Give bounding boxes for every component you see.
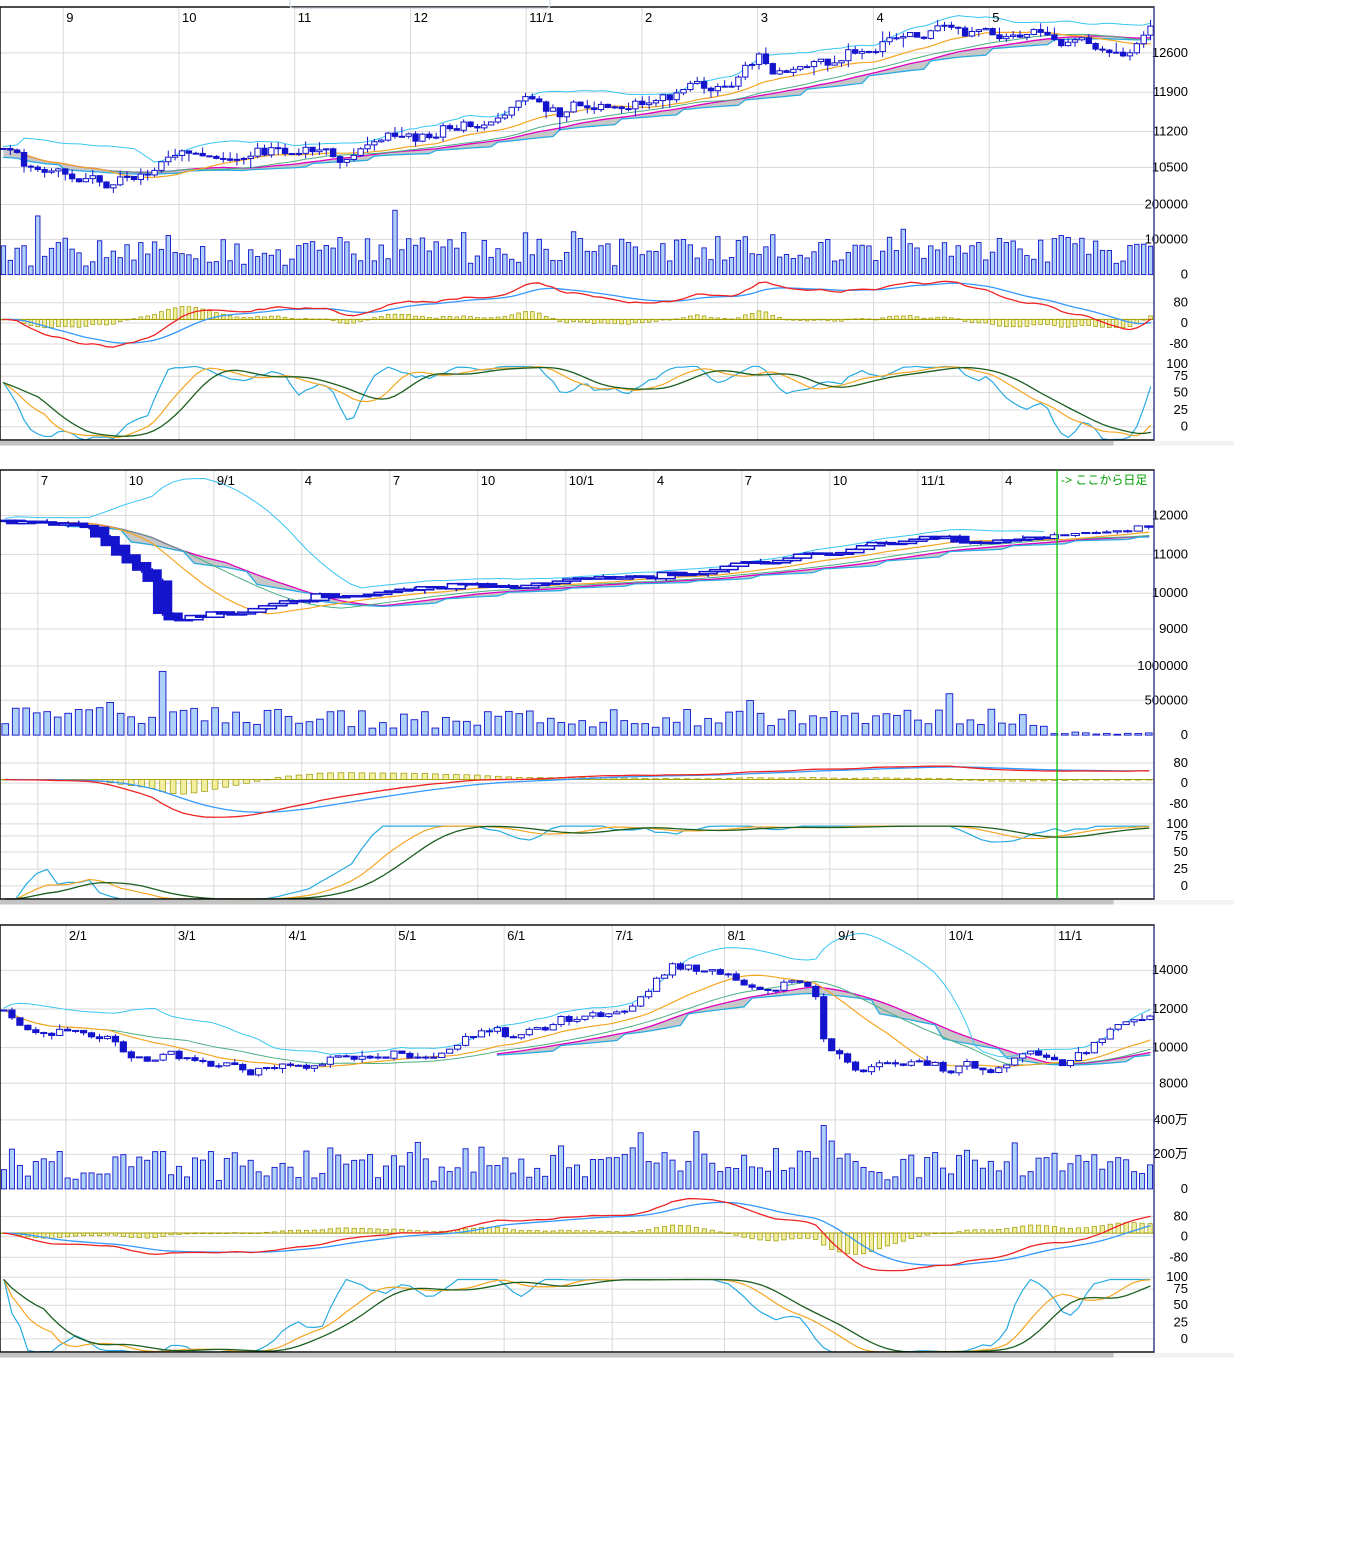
svg-text:50: 50: [1174, 844, 1188, 859]
svg-text:25: 25: [1174, 1314, 1188, 1329]
svg-text:4: 4: [657, 473, 664, 488]
svg-text:80: 80: [1174, 755, 1188, 770]
svg-text:10: 10: [833, 473, 847, 488]
svg-text:0: 0: [1181, 419, 1188, 434]
svg-text:11900: 11900: [1153, 84, 1188, 99]
svg-text:400万: 400万: [1153, 1112, 1188, 1127]
svg-text:0: 0: [1181, 1229, 1188, 1244]
svg-text:500000: 500000: [1145, 692, 1188, 707]
svg-text:0: 0: [1181, 267, 1188, 282]
svg-text:10500: 10500: [1152, 160, 1188, 175]
svg-text:-80: -80: [1169, 1249, 1188, 1264]
svg-text:12000: 12000: [1152, 1001, 1188, 1016]
svg-text:0: 0: [1181, 315, 1188, 330]
svg-text:10: 10: [182, 10, 196, 25]
svg-text:7: 7: [41, 473, 48, 488]
svg-text:9000: 9000: [1159, 621, 1188, 636]
svg-text:75: 75: [1174, 828, 1188, 843]
svg-text:25: 25: [1174, 402, 1188, 417]
svg-text:11/1: 11/1: [1058, 928, 1082, 943]
svg-text:0: 0: [1181, 775, 1188, 790]
svg-text:5/1: 5/1: [398, 928, 416, 943]
svg-text:3/1: 3/1: [178, 928, 196, 943]
svg-text:25: 25: [1174, 861, 1188, 876]
svg-text:2/1: 2/1: [69, 928, 87, 943]
svg-text:0: 0: [1181, 1331, 1188, 1346]
svg-text:1000000: 1000000: [1137, 658, 1188, 673]
svg-text:9: 9: [66, 10, 73, 25]
svg-text:-80: -80: [1169, 336, 1188, 351]
svg-text:14000: 14000: [1152, 962, 1188, 977]
svg-text:75: 75: [1174, 1281, 1188, 1296]
svg-text:50: 50: [1174, 385, 1188, 400]
svg-text:11/1: 11/1: [529, 10, 553, 25]
svg-text:8/1: 8/1: [727, 928, 745, 943]
svg-text:12000: 12000: [1152, 507, 1188, 522]
svg-text:4: 4: [305, 473, 312, 488]
svg-text:-> ここから日足: -> ここから日足: [1061, 473, 1147, 487]
svg-text:10: 10: [481, 473, 495, 488]
svg-text:3: 3: [761, 10, 768, 25]
svg-text:11/1: 11/1: [921, 473, 945, 488]
svg-text:200000: 200000: [1145, 197, 1188, 212]
svg-text:80: 80: [1174, 295, 1188, 310]
svg-text:8000: 8000: [1159, 1075, 1188, 1090]
svg-text:200万: 200万: [1153, 1146, 1188, 1161]
svg-text:4: 4: [876, 10, 883, 25]
svg-text:10/1: 10/1: [569, 473, 594, 488]
svg-text:7: 7: [745, 473, 752, 488]
svg-text:0: 0: [1181, 878, 1188, 893]
svg-text:12600: 12600: [1152, 45, 1188, 60]
svg-text:9/1: 9/1: [217, 473, 235, 488]
svg-text:9/1: 9/1: [838, 928, 856, 943]
svg-text:-80: -80: [1169, 796, 1188, 811]
svg-text:11: 11: [298, 10, 312, 25]
svg-text:5: 5: [992, 10, 999, 25]
svg-text:10000: 10000: [1152, 585, 1188, 600]
svg-text:10000: 10000: [1152, 1040, 1188, 1055]
svg-text:0: 0: [1181, 727, 1188, 742]
svg-text:10/1: 10/1: [948, 928, 973, 943]
svg-text:75: 75: [1174, 368, 1188, 383]
svg-text:4: 4: [1005, 473, 1012, 488]
svg-text:80: 80: [1174, 1209, 1188, 1224]
svg-text:6/1: 6/1: [507, 928, 525, 943]
svg-text:10: 10: [129, 473, 143, 488]
svg-text:7/1: 7/1: [615, 928, 633, 943]
svg-text:4/1: 4/1: [289, 928, 307, 943]
svg-text:7: 7: [393, 473, 400, 488]
svg-text:11200: 11200: [1153, 123, 1188, 138]
svg-text:11000: 11000: [1153, 546, 1188, 561]
svg-text:50: 50: [1174, 1297, 1188, 1312]
svg-text:2: 2: [645, 10, 652, 25]
svg-text:100000: 100000: [1145, 231, 1188, 246]
svg-text:12: 12: [413, 10, 427, 25]
svg-text:0: 0: [1181, 1181, 1188, 1196]
